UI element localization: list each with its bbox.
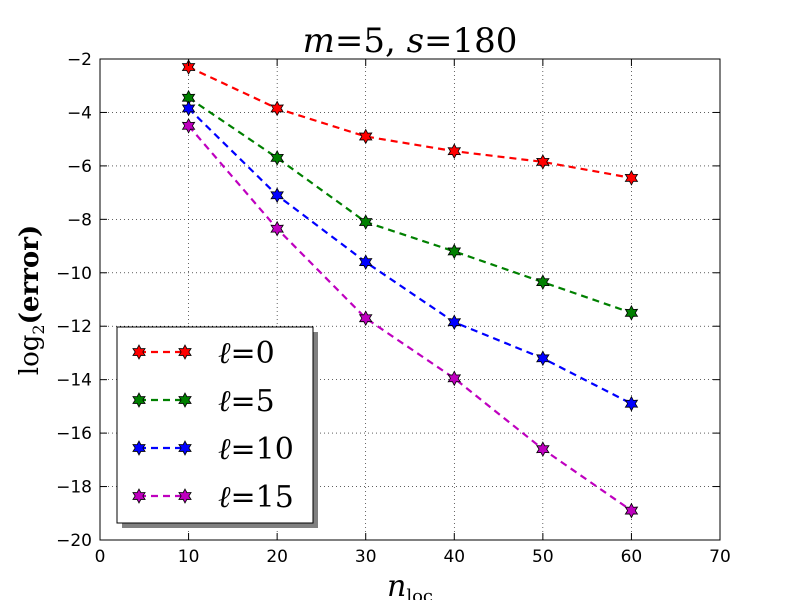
- series-line: [187, 96, 632, 314]
- y-label-arg: (error): [15, 225, 45, 325]
- data-point: [358, 310, 373, 327]
- legend-label-value: 15: [256, 480, 294, 515]
- data-point: [181, 59, 196, 75]
- data-point: [358, 254, 373, 270]
- legend-label: ℓ=10: [218, 432, 294, 467]
- y-tick-label: −20: [56, 531, 92, 551]
- y-tick-label: −16: [56, 424, 92, 444]
- series-line: [187, 107, 632, 405]
- legend-label-value: 10: [256, 432, 294, 467]
- y-tick-label: −12: [56, 317, 92, 337]
- data-point: [447, 314, 462, 331]
- data-point: [536, 154, 550, 170]
- legend-marker: [178, 344, 192, 360]
- data-point: [447, 143, 462, 160]
- legend-label: ℓ=15: [218, 480, 294, 515]
- legend-label-prefix: ℓ: [218, 384, 231, 419]
- legend-marker: [178, 488, 192, 504]
- data-point: [624, 502, 639, 519]
- legend-label-prefix: ℓ: [218, 480, 231, 515]
- legend-label-prefix: ℓ: [218, 336, 231, 371]
- series-0: [181, 59, 639, 186]
- legend-label-value: 5: [256, 384, 275, 419]
- legend-marker: [178, 392, 192, 408]
- y-label-sub: 2: [29, 324, 48, 334]
- title-sep: ,: [385, 21, 396, 61]
- x-tick-label: 70: [709, 547, 731, 567]
- series-line: [188, 66, 632, 179]
- series-layer: [181, 59, 639, 519]
- title-s-val: 180: [453, 21, 518, 61]
- data-point: [181, 100, 196, 117]
- y-tick-label: −6: [67, 157, 92, 177]
- legend-label-eq: =: [231, 384, 256, 419]
- legend-label-value: 0: [256, 336, 275, 371]
- title-m-var: m: [303, 21, 335, 61]
- legend-label-eq: =: [231, 480, 256, 515]
- x-tick-label: 50: [532, 547, 554, 567]
- legend: ℓ=0ℓ=5ℓ=10ℓ=15: [116, 326, 318, 528]
- legend-entries: ℓ=0ℓ=5ℓ=10ℓ=15: [132, 336, 294, 515]
- title-m-val: 5: [363, 21, 385, 61]
- data-point: [270, 220, 284, 237]
- legend-marker: [178, 440, 192, 456]
- data-point: [358, 214, 373, 230]
- legend-marker: [132, 344, 146, 360]
- x-label-base: n: [387, 569, 406, 600]
- y-tick-label: −18: [56, 478, 92, 498]
- chart-title: m=5, s=180: [303, 21, 518, 61]
- data-point: [536, 350, 550, 367]
- legend-label-prefix: ℓ: [218, 432, 231, 467]
- legend-marker: [132, 392, 146, 408]
- data-point: [447, 370, 462, 387]
- plot-frame: [99, 58, 721, 541]
- y-axis-label: log2(error): [15, 225, 48, 375]
- legend-label-eq: =: [231, 336, 256, 371]
- legend-label: ℓ=0: [218, 336, 275, 371]
- x-tick-label: 40: [443, 547, 465, 567]
- series-line: [187, 125, 633, 512]
- legend-marker: [132, 440, 146, 456]
- x-tick-label: 20: [266, 547, 288, 567]
- x-label-sub: loc: [406, 586, 433, 600]
- title-eq-2: =: [424, 21, 453, 61]
- data-point: [270, 187, 284, 204]
- y-tick-label: −8: [67, 210, 92, 230]
- y-tick-label: −14: [56, 371, 92, 391]
- data-point: [624, 395, 639, 412]
- data-point: [181, 117, 196, 134]
- y-label-log: log: [15, 335, 45, 376]
- y-tick-label: −10: [56, 264, 92, 284]
- title-eq-1: =: [335, 21, 364, 61]
- y-tick-label: −2: [67, 50, 92, 70]
- x-tick-label: 10: [178, 547, 200, 567]
- data-point: [624, 170, 639, 186]
- data-point: [270, 150, 284, 166]
- series-2: [181, 100, 639, 412]
- series-3: [181, 117, 639, 519]
- y-tick-label: −4: [67, 103, 92, 123]
- title-s-var: s: [407, 21, 424, 61]
- legend-entry: ℓ=10: [132, 432, 294, 467]
- data-point: [358, 128, 373, 145]
- legend-entry: ℓ=0: [132, 336, 275, 371]
- data-point: [270, 100, 284, 117]
- data-point: [624, 304, 639, 321]
- data-point: [536, 274, 550, 290]
- legend-box: [116, 326, 314, 524]
- x-axis-label: nloc: [387, 569, 433, 600]
- data-point: [536, 441, 550, 457]
- x-tick-label: 0: [95, 547, 106, 567]
- series-1: [181, 89, 639, 321]
- legend-marker: [132, 488, 146, 504]
- x-tick-label: 60: [621, 547, 643, 567]
- legend-entry: ℓ=15: [132, 480, 294, 515]
- data-point: [447, 243, 462, 260]
- legend-label-eq: =: [231, 432, 256, 467]
- x-tick-label: 30: [355, 547, 377, 567]
- axis-ticks: 0 10 20 30 40 50 60 70−20−18−16−14−12−10−8−6−4−…: [56, 50, 731, 567]
- legend-label: ℓ=5: [218, 384, 275, 419]
- legend-entry: ℓ=5: [132, 384, 275, 419]
